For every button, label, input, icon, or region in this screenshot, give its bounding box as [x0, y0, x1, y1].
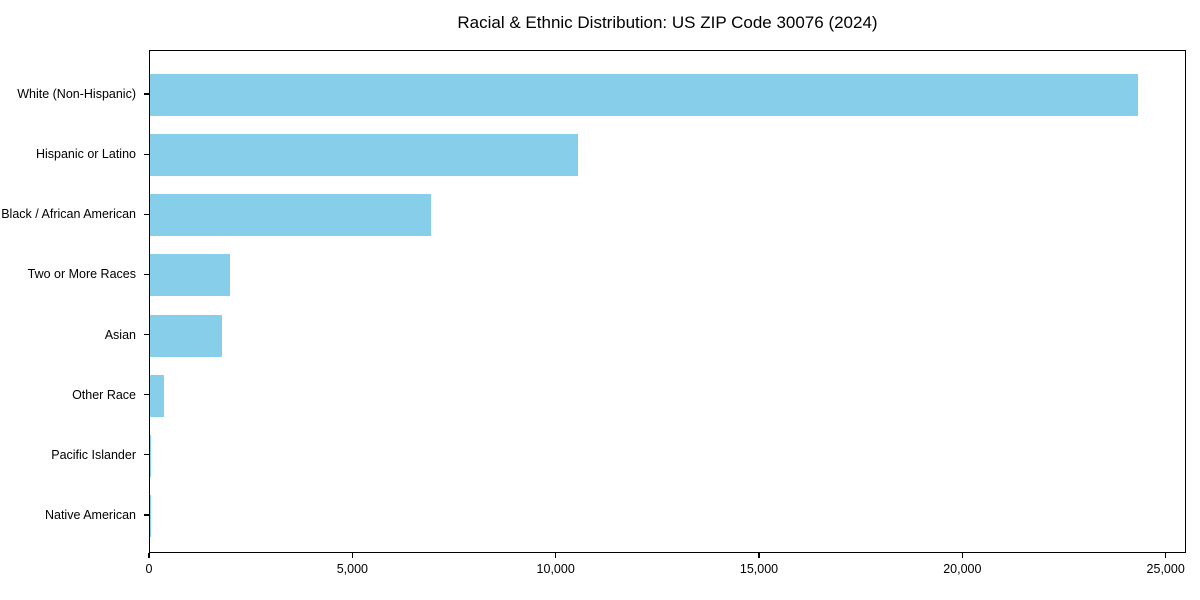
- bar-row: [150, 74, 1187, 116]
- x-axis-tick-label: 15,000: [739, 562, 779, 576]
- bar-row: [150, 495, 1187, 538]
- bar: [150, 314, 223, 357]
- chart-title: Racial & Ethnic Distribution: US ZIP Cod…: [457, 13, 878, 32]
- y-axis-label: Hispanic or Latino: [35, 147, 136, 162]
- y-axis-row: Hispanic or Latino: [0, 133, 149, 175]
- y-axis-tick: [144, 273, 149, 276]
- y-axis-label: Black / African American: [1, 207, 136, 222]
- y-axis-tick: [144, 334, 149, 336]
- x-axis-tick-label: 10,000: [536, 562, 575, 576]
- bar-row: [150, 134, 1187, 177]
- bar: [150, 495, 152, 538]
- bar: [150, 74, 1139, 116]
- y-axis-row: Pacific Islander: [0, 434, 149, 476]
- x-axis-tick-label: 0: [145, 562, 153, 576]
- y-axis-row: White (Non-Hispanic): [0, 73, 149, 115]
- y-axis-label: Other Race: [72, 387, 136, 402]
- y-axis-tick: [144, 394, 149, 396]
- x-axis-tick: [148, 553, 150, 558]
- y-axis-row: Black / African American: [0, 193, 149, 235]
- bar-row: [150, 254, 1187, 297]
- bar-row: [150, 194, 1187, 237]
- y-axis-label: Pacific Islander: [51, 447, 136, 462]
- x-axis-tick: [555, 553, 557, 558]
- plot-area: [149, 50, 1186, 553]
- y-axis-tick: [144, 153, 149, 155]
- x-axis-tick-label: 5,000: [336, 562, 368, 576]
- y-axis-tick: [144, 454, 149, 456]
- x-axis-tick-label: 20,000: [943, 562, 982, 576]
- x-axis-tick: [1165, 553, 1167, 558]
- y-axis-label: Native American: [44, 508, 136, 523]
- x-axis-tick: [961, 553, 963, 558]
- bar-row: [150, 434, 1187, 477]
- y-axis-row: Other Race: [0, 374, 149, 416]
- y-axis: White (Non-Hispanic) Hispanic or Latino …: [0, 50, 149, 553]
- y-axis-tick: [144, 213, 149, 215]
- x-axis-tick-label: 25,000: [1146, 562, 1185, 576]
- x-axis-tick: [351, 553, 353, 558]
- bar: [150, 194, 431, 237]
- y-axis-label: Two or More Races: [27, 267, 136, 282]
- y-axis-tick: [144, 514, 149, 516]
- bar: [150, 434, 152, 477]
- y-axis-row: Native American: [0, 494, 149, 536]
- bar: [150, 254, 230, 297]
- y-axis-label: White (Non-Hispanic): [17, 87, 136, 101]
- y-axis-label: Asian: [104, 327, 136, 342]
- bar: [150, 374, 165, 417]
- bar: [150, 134, 578, 177]
- y-axis-row: Asian: [0, 314, 149, 356]
- y-axis-tick: [144, 93, 149, 95]
- bar-row: [150, 314, 1187, 357]
- x-axis-tick: [758, 553, 760, 558]
- x-axis: 0 5,000 10,000 15,000 20,000 25,000: [145, 553, 1186, 593]
- bar-row: [150, 374, 1187, 417]
- y-axis-row: Two or More Races: [0, 253, 149, 295]
